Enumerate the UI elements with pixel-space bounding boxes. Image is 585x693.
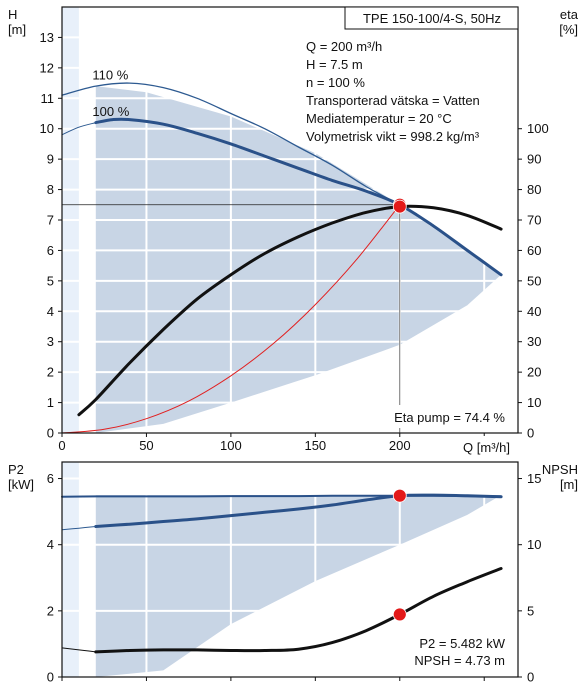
power-y-tick-label: 4 bbox=[47, 537, 54, 552]
head-operating-region bbox=[95, 86, 502, 433]
head-y-axis-label: H bbox=[8, 7, 17, 22]
power-annotation-box bbox=[395, 630, 513, 674]
power-y-tick-label: 0 bbox=[47, 670, 54, 685]
power-y-tick-label: 2 bbox=[47, 603, 54, 618]
head-y-tick-label: 9 bbox=[47, 152, 54, 167]
power-low-flow-area bbox=[62, 462, 79, 677]
info-line: H = 7.5 m bbox=[306, 57, 363, 72]
info-line: Mediatemperatur = 20 °C bbox=[306, 111, 452, 126]
head-series-2-line bbox=[61, 122, 97, 136]
head-y-axis-label: [m] bbox=[8, 22, 26, 37]
head-y-tick-label: 13 bbox=[40, 30, 54, 45]
chart-title: TPE 150-100/4-S, 50Hz bbox=[363, 11, 501, 26]
power-y-axis-label: [kW] bbox=[8, 477, 34, 492]
head-y-tick-label: 12 bbox=[40, 60, 54, 75]
head-right-axis-label: eta bbox=[560, 7, 579, 22]
power-y-tick-label: 6 bbox=[47, 471, 54, 486]
power-right-tick-label: 0 bbox=[527, 670, 534, 685]
info-line: Transporterad vätska = Vatten bbox=[306, 93, 480, 108]
eta-annotation-box bbox=[374, 405, 512, 428]
head-right-tick-label: 40 bbox=[527, 304, 541, 319]
power-series-2-line bbox=[61, 526, 97, 531]
info-line: Q = 200 m³/h bbox=[306, 39, 382, 54]
head-x-tick-label: 150 bbox=[304, 438, 326, 453]
head-right-tick-label: 0 bbox=[527, 426, 534, 441]
head-y-tick-label: 6 bbox=[47, 243, 54, 258]
head-y-tick-label: 11 bbox=[41, 91, 55, 106]
head-series-4-line bbox=[61, 204, 401, 434]
head-right-axis-label: [%] bbox=[559, 22, 578, 37]
power-right-tick-label: 5 bbox=[527, 603, 534, 618]
head-right-tick-label: 30 bbox=[527, 334, 541, 349]
head-y-tick-label: 4 bbox=[47, 304, 54, 319]
power-annotation-line: P2 = 5.482 kW bbox=[419, 636, 505, 651]
head-y-tick-label: 0 bbox=[47, 426, 54, 441]
x-axis-label: Q [m³/h] bbox=[463, 440, 510, 455]
head-y-tick-label: 10 bbox=[40, 121, 54, 136]
head-y-tick-label: 5 bbox=[47, 273, 54, 288]
eta-annotation: Eta pump = 74.4 % bbox=[394, 410, 505, 425]
head-y-tick-label: 2 bbox=[47, 365, 54, 380]
power-series-4-line bbox=[61, 647, 97, 653]
info-line: n = 100 % bbox=[306, 75, 365, 90]
power-annotation-line: NPSH = 4.73 m bbox=[414, 653, 505, 668]
power-series-1-line bbox=[94, 493, 503, 528]
head-y-tick-label: 1 bbox=[47, 395, 54, 410]
head-series-0-line bbox=[61, 82, 418, 215]
power-operating-point-1 bbox=[392, 607, 407, 622]
head-x-tick-label: 200 bbox=[389, 438, 411, 453]
head-right-tick-label: 60 bbox=[527, 243, 541, 258]
head-right-tick-label: 80 bbox=[527, 182, 541, 197]
head-right-tick-label: 70 bbox=[527, 213, 541, 228]
head-right-tick-label: 100 bbox=[527, 121, 549, 136]
title-box bbox=[344, 6, 519, 30]
info-line: Volymetrisk vikt = 998.2 kg/m³ bbox=[306, 129, 480, 144]
power-y-axis-label: P2 bbox=[8, 462, 24, 477]
power-right-tick-label: 10 bbox=[527, 537, 541, 552]
power-plot-frame bbox=[61, 461, 519, 678]
power-right-axis-label: [m] bbox=[560, 477, 578, 492]
head-x-tick-label: 100 bbox=[220, 438, 242, 453]
power-right-axis-label: NPSH bbox=[542, 462, 578, 477]
head-right-tick-label: 90 bbox=[527, 152, 541, 167]
curve-label-100: 100 % bbox=[92, 104, 129, 119]
curve-label-110: 110 % bbox=[92, 68, 128, 83]
head-right-tick-label: 20 bbox=[527, 365, 541, 380]
head-series-3-line bbox=[77, 204, 503, 417]
x-axis-label-box bbox=[455, 436, 517, 454]
head-series-1-line bbox=[94, 117, 503, 277]
head-panel: 0501001502002500123456789101112130102030… bbox=[40, 6, 549, 453]
head-right-tick-label: 50 bbox=[527, 273, 541, 288]
head-y-tick-label: 3 bbox=[47, 334, 54, 349]
head-right-tick-label: 10 bbox=[527, 395, 541, 410]
head-y-tick-label: 8 bbox=[47, 182, 54, 197]
head-x-tick-label: 0 bbox=[58, 438, 65, 453]
head-y-tick-label: 7 bbox=[47, 213, 54, 228]
power-right-tick-label: 15 bbox=[527, 471, 541, 486]
power-series-3-line bbox=[94, 567, 503, 654]
power-operating-point-0 bbox=[392, 488, 407, 503]
head-operating-point-1 bbox=[392, 199, 407, 214]
head-x-tick-label: 50 bbox=[139, 438, 153, 453]
